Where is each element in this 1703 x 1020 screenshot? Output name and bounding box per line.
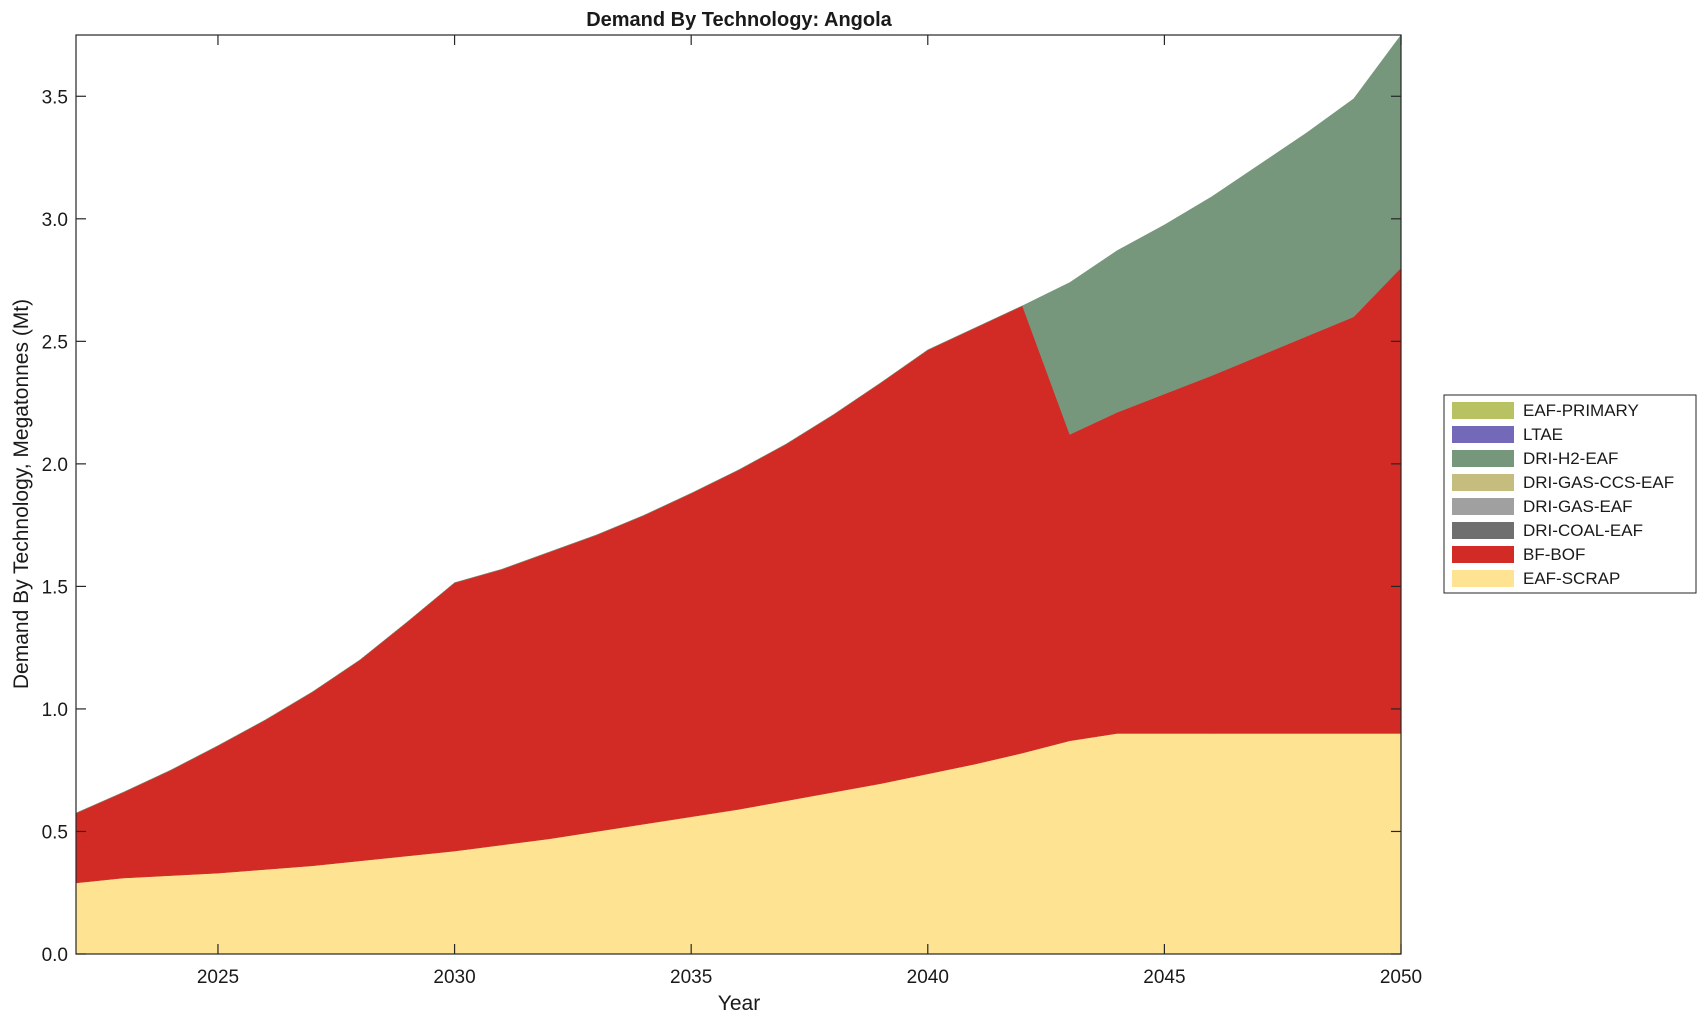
x-tick-label: 2035	[670, 967, 712, 988]
y-tick-label: 3.0	[42, 210, 68, 231]
legend-swatch-dri-gas-eaf	[1452, 498, 1514, 515]
legend-label-ltae: LTAE	[1523, 425, 1563, 444]
y-tick-label: 0.5	[42, 822, 68, 843]
area-layers	[75, 34, 1402, 955]
x-axis-ticks: 2025 2030 2035 2040 2045 2050	[197, 35, 1422, 988]
y-axis-label: Demand By Technology, Megatonnes (Mt)	[10, 299, 33, 689]
legend-swatch-eaf-scrap	[1452, 570, 1514, 587]
x-tick-label: 2050	[1380, 967, 1422, 988]
legend-label-bf-bof: BF-BOF	[1523, 545, 1585, 564]
plot-frame	[75, 34, 1402, 955]
x-axis-label: Year	[718, 992, 760, 1015]
x-tick-label: 2025	[197, 967, 239, 988]
legend-label-dri-gas-eaf: DRI-GAS-EAF	[1523, 497, 1633, 516]
x-tick-label: 2045	[1143, 967, 1185, 988]
y-tick-label: 2.0	[42, 455, 68, 476]
legend-swatch-ltae	[1452, 426, 1514, 443]
legend-swatch-dri-gas-ccs-eaf	[1452, 474, 1514, 491]
x-tick-label: 2030	[433, 967, 475, 988]
y-tick-label: 3.5	[42, 87, 68, 108]
chart-title: Demand By Technology: Angola	[586, 9, 892, 31]
legend-swatch-dri-coal-eaf	[1452, 522, 1514, 539]
y-tick-label: 0.0	[42, 945, 68, 966]
legend-label-eaf-scrap: EAF-SCRAP	[1523, 569, 1620, 588]
legend-swatch-bf-bof	[1452, 546, 1514, 563]
legend-swatch-eaf-primary	[1452, 402, 1514, 419]
y-tick-label: 1.5	[42, 577, 68, 598]
y-tick-label: 2.5	[42, 332, 68, 353]
y-axis-ticks: 0.0 0.5 1.0 1.5 2.0 2.5 3.0 3.5	[42, 87, 1401, 966]
legend-label-dri-h2-eaf: DRI-H2-EAF	[1523, 449, 1618, 468]
legend-label-dri-coal-eaf: DRI-COAL-EAF	[1523, 521, 1643, 540]
legend-label-dri-gas-ccs-eaf: DRI-GAS-CCS-EAF	[1523, 473, 1674, 492]
y-tick-label: 1.0	[42, 700, 68, 721]
legend-swatch-dri-h2-eaf	[1452, 450, 1514, 467]
legend: EAF-PRIMARY LTAE DRI-H2-EAF DRI-GAS-CCS-EAF…	[1443, 394, 1697, 594]
x-tick-label: 2040	[907, 967, 949, 988]
legend-label-eaf-primary: EAF-PRIMARY	[1523, 401, 1639, 420]
